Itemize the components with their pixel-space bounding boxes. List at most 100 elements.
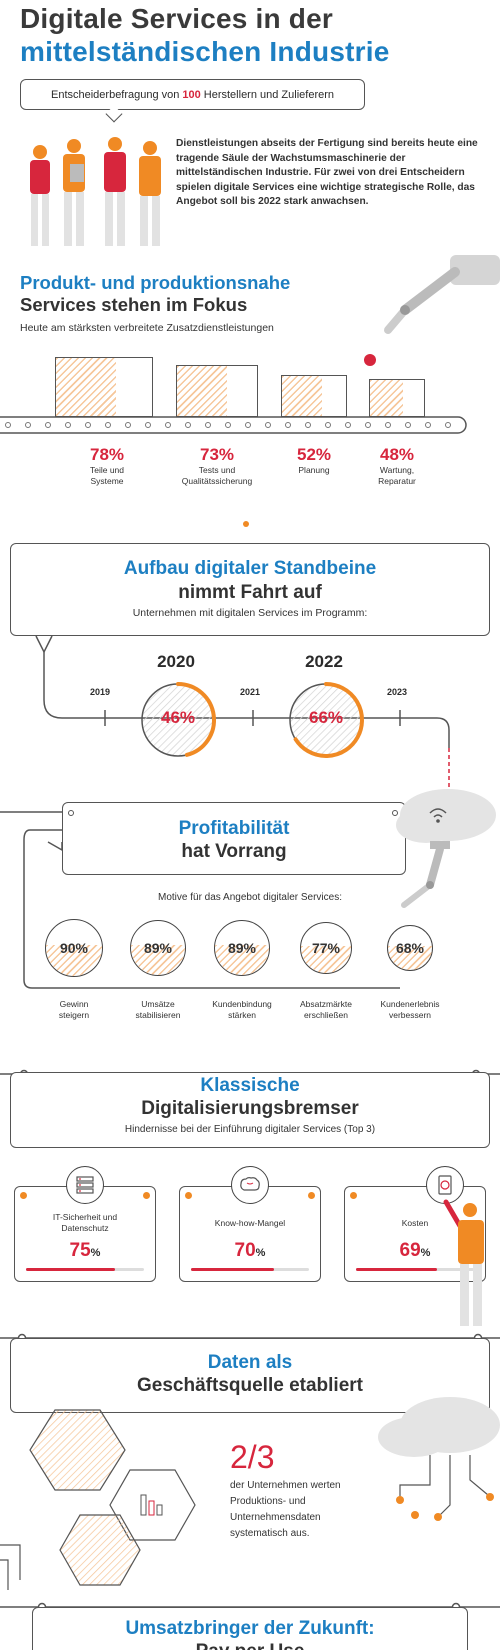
- intro-text: Dienstleistungen abseits der Fertigung s…: [176, 138, 478, 207]
- obstacle-number: 69: [399, 1240, 421, 1261]
- service-label: Systeme: [90, 476, 124, 486]
- obstacle-bar-1: [26, 1268, 144, 1271]
- year-2022: 2022: [305, 652, 343, 671]
- box-1: [55, 357, 153, 417]
- fraction-text: der Unternehmen werten Produktions- und …: [230, 1480, 341, 1539]
- workers-illustration: [30, 137, 161, 246]
- section6-title-dark: Pay per Use: [32, 1641, 468, 1650]
- service-pct: 78%: [89, 445, 125, 464]
- obstacle-number: 75: [69, 1240, 91, 1261]
- title-line-1: Digitale Services in der: [20, 3, 333, 34]
- obstacle-label: IT-Sicherheit und: [52, 1212, 118, 1222]
- card-dot: [143, 1192, 150, 1199]
- conveyor-belt: [0, 416, 467, 434]
- obstacle-unit: %: [90, 1247, 101, 1259]
- survey-count: 100: [182, 88, 201, 101]
- motive-circle: 89%: [130, 920, 186, 976]
- section5-title-dark: Geschäftsquelle etabliert: [137, 1375, 363, 1396]
- motive-label: steigern: [58, 1010, 90, 1020]
- obstacle-label: Know-how-Mangel: [214, 1218, 286, 1228]
- section5-title-blue: Daten als: [207, 1352, 293, 1373]
- motive-label: Kundenbindung: [212, 999, 272, 1009]
- obstacle-value-3: 69%: [344, 1240, 486, 1262]
- cloud-robot-illustration: [396, 789, 496, 908]
- motive-circle: 90%: [45, 919, 103, 977]
- obstacle-unit: %: [255, 1247, 266, 1259]
- section4-frame: [10, 1072, 490, 1148]
- pct-2022: 66%: [308, 708, 344, 727]
- service-item-3: 52% Planung: [279, 445, 349, 476]
- pct-2020: 46%: [160, 708, 196, 727]
- motive-label: stärken: [228, 1010, 256, 1020]
- progress-arc-2022: [293, 682, 364, 758]
- service-pct: 73%: [199, 445, 235, 464]
- service-item-4: 48% Wartung, Reparatur: [362, 445, 432, 487]
- server-icon: [66, 1166, 104, 1204]
- tick-2019: 2019: [90, 687, 111, 697]
- service-pct: 52%: [296, 445, 332, 464]
- motive-pct: 77%: [311, 940, 341, 956]
- motive-label: Umsätze: [141, 999, 175, 1009]
- survey-suffix: Herstellern und Zulieferern: [203, 88, 335, 101]
- card-dot: [20, 1192, 27, 1199]
- motive-label: stabilisieren: [135, 1010, 181, 1020]
- tick-2023: 2023: [387, 687, 408, 697]
- cloud-circuit-illustration: [378, 1397, 500, 1521]
- box-3: [281, 375, 347, 417]
- motive-label: erschließen: [304, 1010, 348, 1020]
- section5-frame: [10, 1338, 490, 1413]
- section1-title-dark: Services stehen im Fokus: [20, 294, 248, 315]
- obstacle-label: Datenschutz: [61, 1223, 109, 1233]
- progress-arc-2020: [176, 682, 216, 757]
- obstacle-bar-fill: [191, 1268, 274, 1271]
- money-icon: [426, 1166, 464, 1204]
- service-label: Planung: [298, 465, 330, 475]
- hexagon-illustration: [0, 1409, 196, 1590]
- service-label: Reparatur: [378, 476, 416, 486]
- section2-title-blue: Aufbau digitaler Standbeine: [123, 558, 377, 579]
- section3-subtitle: Motive für das Angebot digitaler Service…: [158, 892, 342, 903]
- service-item-2: 73% Tests und Qualitätssicherung: [170, 445, 264, 487]
- section3-title-blue: Profitabilität: [178, 818, 290, 839]
- obstacle-bar-fill: [26, 1268, 115, 1271]
- obstacle-bar-2: [191, 1268, 309, 1271]
- worker-illustration: [443, 1199, 484, 1326]
- survey-prefix: Entscheiderbefragung von: [50, 88, 180, 101]
- section6-title-blue: Umsatzbringer der Zukunft:: [125, 1618, 375, 1639]
- service-label: Qualitätssicherung: [181, 476, 253, 486]
- obstacle-bar-fill: [356, 1268, 438, 1271]
- connector-dot: [243, 521, 249, 527]
- timeline-lines: [35, 635, 450, 795]
- section4-title-blue: Klassische: [200, 1075, 300, 1096]
- obstacle-label: Kosten: [401, 1218, 429, 1228]
- motive-circle: 77%: [300, 922, 352, 974]
- motive-label: Absatzmärkte: [300, 999, 352, 1009]
- section1-subtitle: Heute am stärksten verbreitete Zusatzdie…: [20, 322, 274, 334]
- service-label: Tests und: [198, 465, 236, 475]
- service-pct: 48%: [379, 445, 415, 464]
- section2-frame: [10, 543, 490, 636]
- card-dot: [350, 1192, 357, 1199]
- obstacle-value-2: 70%: [179, 1240, 321, 1262]
- section2-title-dark: nimmt Fahrt auf: [178, 582, 322, 603]
- brain-icon: [231, 1166, 269, 1204]
- service-item-1: 78% Teile und Systeme: [72, 445, 142, 487]
- section2-subtitle: Unternehmen mit digitalen Services im Pr…: [132, 607, 368, 619]
- frame-dot: [68, 810, 74, 816]
- timeline-circle-2022: [289, 682, 364, 758]
- motive-pct: 90%: [59, 940, 89, 956]
- page-title: Digitale Services in der mittelständisch…: [20, 2, 389, 68]
- section4-title-dark: Digitalisierungsbremser: [141, 1098, 359, 1119]
- year-2020: 2020: [157, 652, 195, 671]
- obstacle-unit: %: [420, 1247, 431, 1259]
- box-2: [176, 365, 258, 417]
- service-label: Wartung,: [379, 465, 415, 475]
- motive-pct: 89%: [227, 940, 257, 956]
- survey-callout: Entscheiderbefragung von 100 Herstellern…: [20, 79, 365, 110]
- frame-dot: [392, 810, 398, 816]
- section3-lines: [0, 811, 400, 989]
- fraction-value: 2/3: [230, 1439, 275, 1475]
- box-4: [369, 379, 425, 417]
- card-dot: [308, 1192, 315, 1199]
- title-line-2: mittelständischen Industrie: [20, 36, 390, 67]
